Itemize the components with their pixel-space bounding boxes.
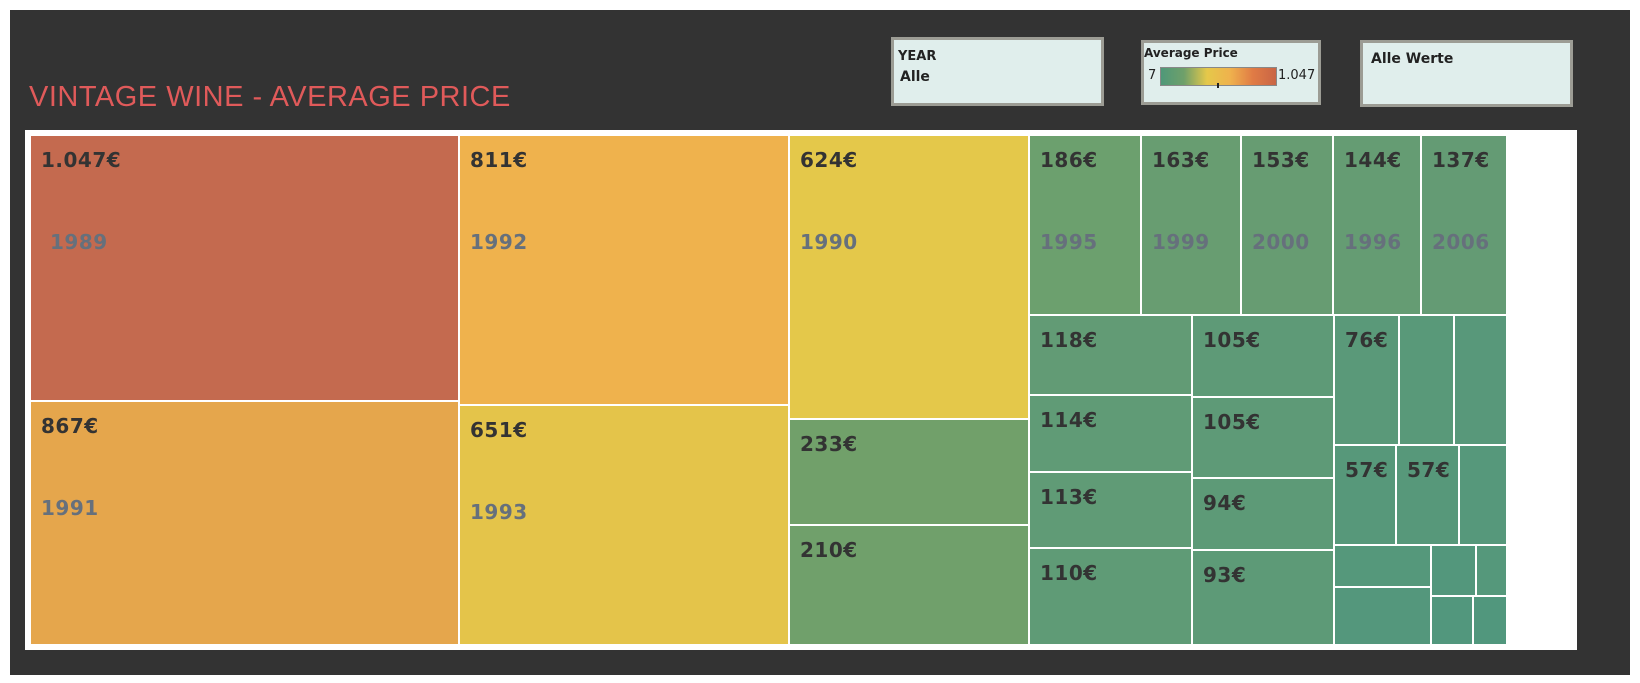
cell-price-label: 867€	[41, 414, 99, 438]
cell-year-label: 1995	[1040, 230, 1098, 254]
cell-price-label: 137€	[1432, 148, 1490, 172]
treemap-cell[interactable]: 186€ 1995	[1029, 135, 1141, 315]
treemap-cell[interactable]: 113€	[1029, 472, 1192, 548]
treemap-cell[interactable]	[1334, 545, 1431, 587]
treemap-cell[interactable]: 153€ 2000	[1241, 135, 1333, 315]
cell-year-label: 2006	[1432, 230, 1490, 254]
cell-price-label: 624€	[800, 148, 858, 172]
treemap-cell[interactable]	[1476, 545, 1507, 596]
cell-price-label: 163€	[1152, 148, 1210, 172]
treemap-cell[interactable]	[1399, 315, 1454, 445]
treemap-cell[interactable]: 1.047€ 1989	[30, 135, 459, 401]
treemap-cell[interactable]: 624€ 1990	[789, 135, 1029, 419]
treemap-cell[interactable]: 93€	[1192, 550, 1334, 645]
treemap-cell[interactable]: 210€	[789, 525, 1029, 645]
treemap-cell[interactable]: 811€ 1992	[459, 135, 789, 405]
treemap-cell[interactable]	[1459, 445, 1507, 545]
cell-price-label: 186€	[1040, 148, 1098, 172]
values-filter-label[interactable]: Alle Werte	[1371, 51, 1454, 67]
values-filter[interactable]: Alle Werte	[1360, 40, 1573, 107]
cell-price-label: 105€	[1203, 410, 1261, 434]
treemap-cell[interactable]: 867€ 1991	[30, 401, 459, 645]
treemap-cell[interactable]: 105€	[1192, 315, 1334, 397]
treemap-cell[interactable]	[1334, 587, 1431, 645]
year-filter[interactable]: YEAR Alle	[891, 37, 1104, 106]
legend-marker	[1217, 83, 1219, 88]
treemap-cell[interactable]: 233€	[789, 419, 1029, 525]
legend-title: Average Price	[1144, 46, 1238, 60]
cell-price-label: 114€	[1040, 408, 1098, 432]
cell-price-label: 144€	[1344, 148, 1402, 172]
dashboard-title: VINTAGE WINE - AVERAGE PRICE	[29, 81, 511, 113]
cell-year-label: 1991	[41, 496, 99, 520]
cell-price-label: 105€	[1203, 328, 1261, 352]
cell-price-label: 93€	[1203, 563, 1247, 587]
treemap-cell[interactable]	[1431, 545, 1476, 596]
treemap-cell[interactable]: 110€	[1029, 548, 1192, 645]
treemap-cell[interactable]: 137€ 2006	[1421, 135, 1507, 315]
year-filter-value[interactable]: Alle	[900, 69, 930, 85]
cell-year-label: 1999	[1152, 230, 1210, 254]
cell-price-label: 57€	[1407, 458, 1451, 482]
cell-price-label: 1.047€	[41, 148, 122, 172]
treemap-cell[interactable]	[1431, 596, 1473, 645]
cell-price-label: 153€	[1252, 148, 1310, 172]
treemap-chart: 1.047€ 1989 867€ 1991 811€ 1992 651€ 1993 624€ 19…	[25, 130, 1577, 650]
cell-year-label: 2000	[1252, 230, 1310, 254]
treemap-cell[interactable]: 144€ 1996	[1333, 135, 1421, 315]
treemap-cell[interactable]: 57€	[1396, 445, 1459, 545]
treemap-cell[interactable]: 163€ 1999	[1141, 135, 1241, 315]
treemap-cell[interactable]	[1473, 596, 1507, 645]
cell-year-label: 1993	[470, 500, 528, 524]
year-filter-label: YEAR	[898, 49, 937, 64]
legend-max-label: 1.047	[1278, 68, 1316, 83]
cell-year-label: 1992	[470, 230, 528, 254]
treemap-cell[interactable]	[1454, 315, 1507, 445]
price-color-legend: Average Price 7 1.047	[1141, 40, 1321, 105]
treemap-cell[interactable]: 118€	[1029, 315, 1192, 395]
treemap-cell[interactable]: 105€	[1192, 397, 1334, 478]
cell-price-label: 233€	[800, 432, 858, 456]
cell-price-label: 76€	[1345, 328, 1389, 352]
cell-year-label: 1990	[800, 230, 858, 254]
cell-price-label: 210€	[800, 538, 858, 562]
cell-year-label: 1996	[1344, 230, 1402, 254]
cell-price-label: 811€	[470, 148, 528, 172]
treemap-cell[interactable]: 57€	[1334, 445, 1396, 545]
cell-price-label: 110€	[1040, 561, 1098, 585]
cell-price-label: 113€	[1040, 485, 1098, 509]
cell-price-label: 57€	[1345, 458, 1389, 482]
cell-price-label: 118€	[1040, 328, 1098, 352]
treemap-cell[interactable]: 94€	[1192, 478, 1334, 550]
cell-price-label: 94€	[1203, 491, 1247, 515]
treemap-plot-area: 1.047€ 1989 867€ 1991 811€ 1992 651€ 1993 624€ 19…	[30, 135, 1572, 645]
cell-year-label: 1989	[50, 230, 108, 254]
treemap-cell[interactable]: 76€	[1334, 315, 1399, 445]
treemap-cell[interactable]: 651€ 1993	[459, 405, 789, 645]
cell-price-label: 651€	[470, 418, 528, 442]
treemap-cell[interactable]: 114€	[1029, 395, 1192, 472]
legend-min-label: 7	[1148, 68, 1157, 83]
